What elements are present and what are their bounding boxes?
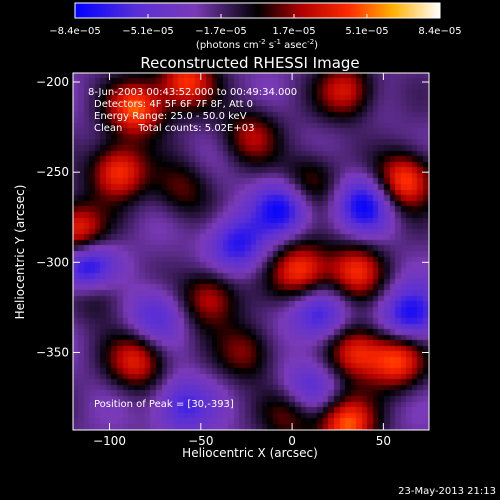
colorbar-tick-label: 1.7e−05 — [272, 26, 315, 37]
heatmap-image — [73, 73, 429, 430]
chart-title: Reconstructed RHESSI Image — [140, 54, 359, 72]
peak-position-label: Position of Peak = [30,-393] — [94, 399, 234, 410]
x-tick-label: 0 — [288, 434, 296, 448]
annotation-time: 8-Jun-2003 00:43:52.000 to 00:49:34.000 — [88, 87, 297, 98]
colorbar-tick-label: 5.1e−05 — [345, 26, 388, 37]
y-tick-label: −300 — [36, 255, 69, 269]
colorbar-tick-label: 8.4e−05 — [418, 26, 461, 37]
x-tick-label: −50 — [188, 434, 213, 448]
annotation-energy: Energy Range: 25.0 - 50.0 keV — [94, 111, 247, 122]
x-axis: −100 −50 0 50 — [93, 73, 391, 448]
annotation-clean: Clean Total counts: 5.02E+03 — [94, 123, 254, 134]
y-axis: −350 −300 −250 −200 — [36, 75, 429, 359]
x-tick-label: 50 — [376, 434, 391, 448]
y-tick-label: −250 — [36, 165, 69, 179]
plot-area — [72, 72, 430, 431]
y-tick-label: −350 — [36, 345, 69, 359]
colorbar-tick-label: −1.7e−05 — [195, 26, 247, 37]
colorbar-tick-label: −5.1e−05 — [122, 26, 174, 37]
colorbar-bar — [74, 2, 441, 19]
colorbar: −8.4e−05 −5.1e−05 −1.7e−05 1.7e−05 5.1e−05 8.… — [49, 2, 462, 51]
colorbar-tick-label: −8.4e−05 — [49, 26, 101, 37]
x-tick-label: −100 — [93, 434, 126, 448]
footer-date: 23-May-2013 21:13 — [398, 486, 496, 497]
y-axis-label: Heliocentric Y (arcsec) — [13, 185, 27, 320]
annotation-block: 8-Jun-2003 00:43:52.000 to 00:49:34.000 … — [88, 87, 297, 134]
y-tick-label: −200 — [36, 75, 69, 89]
colorbar-units: (photons cm-2 s-1 asec-2) — [196, 38, 318, 51]
plot-frame — [72, 72, 430, 431]
annotation-detectors: Detectors: 4F 5F 6F 7F 8F, Att 0 — [94, 99, 253, 110]
x-axis-label: Heliocentric X (arcsec) — [182, 446, 318, 460]
